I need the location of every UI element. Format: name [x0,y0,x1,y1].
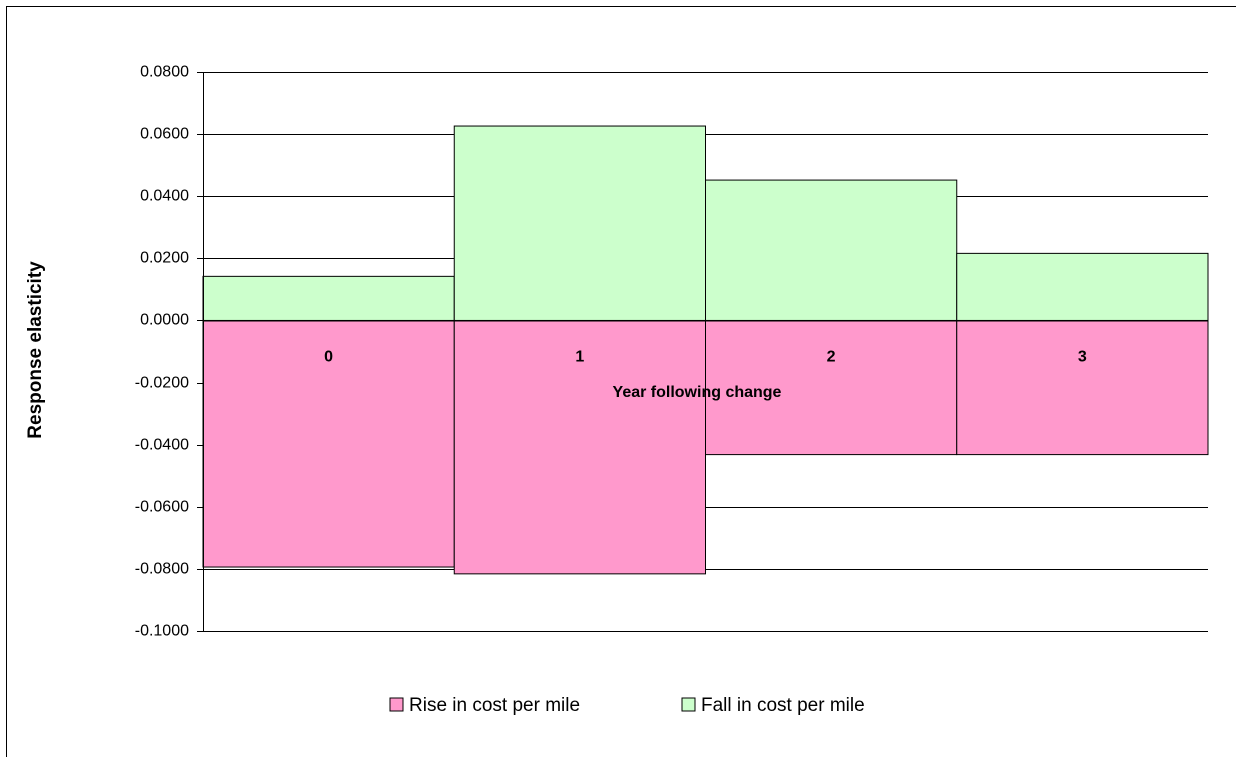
y-tick-label: -0.0200 [135,375,189,392]
y-tick-label: 0.0000 [140,312,189,329]
x-tick-label: 0 [324,349,333,366]
x-tick-label: 3 [1078,349,1087,366]
bar [453,125,706,321]
bar [202,275,455,321]
y-tick-label: -0.0400 [135,437,189,454]
y-tick-label: 0.0800 [140,64,189,81]
y-tick-label: 0.0400 [140,188,189,205]
bar [956,252,1209,321]
y-axis-title: Response elasticity [25,261,46,439]
legend-label: Rise in cost per mile [409,695,580,716]
y-tick-label: -0.0600 [135,499,189,516]
bar [453,319,706,575]
y-tick-label: 0.0600 [140,126,189,143]
bar [705,319,958,456]
x-tick-label: 1 [575,349,584,366]
x-tick-label: 2 [827,349,836,366]
legend-swatch [681,697,696,712]
y-tick-label: 0.0200 [140,250,189,267]
bar [202,319,455,568]
x-axis-title: Year following change [613,384,782,401]
y-tick-label: -0.1000 [135,623,189,640]
bar [705,179,958,321]
legend: Rise in cost per mile Fall in cost per mi… [389,695,865,716]
y-tick-label: -0.0800 [135,561,189,578]
plot-area: -0.1000 -0.0800 -0.0600 -0.0400 -0.0200 0.000… [135,64,1209,640]
legend-label: Fall in cost per mile [701,695,865,716]
bar [956,319,1209,456]
legend-swatch [389,697,404,712]
